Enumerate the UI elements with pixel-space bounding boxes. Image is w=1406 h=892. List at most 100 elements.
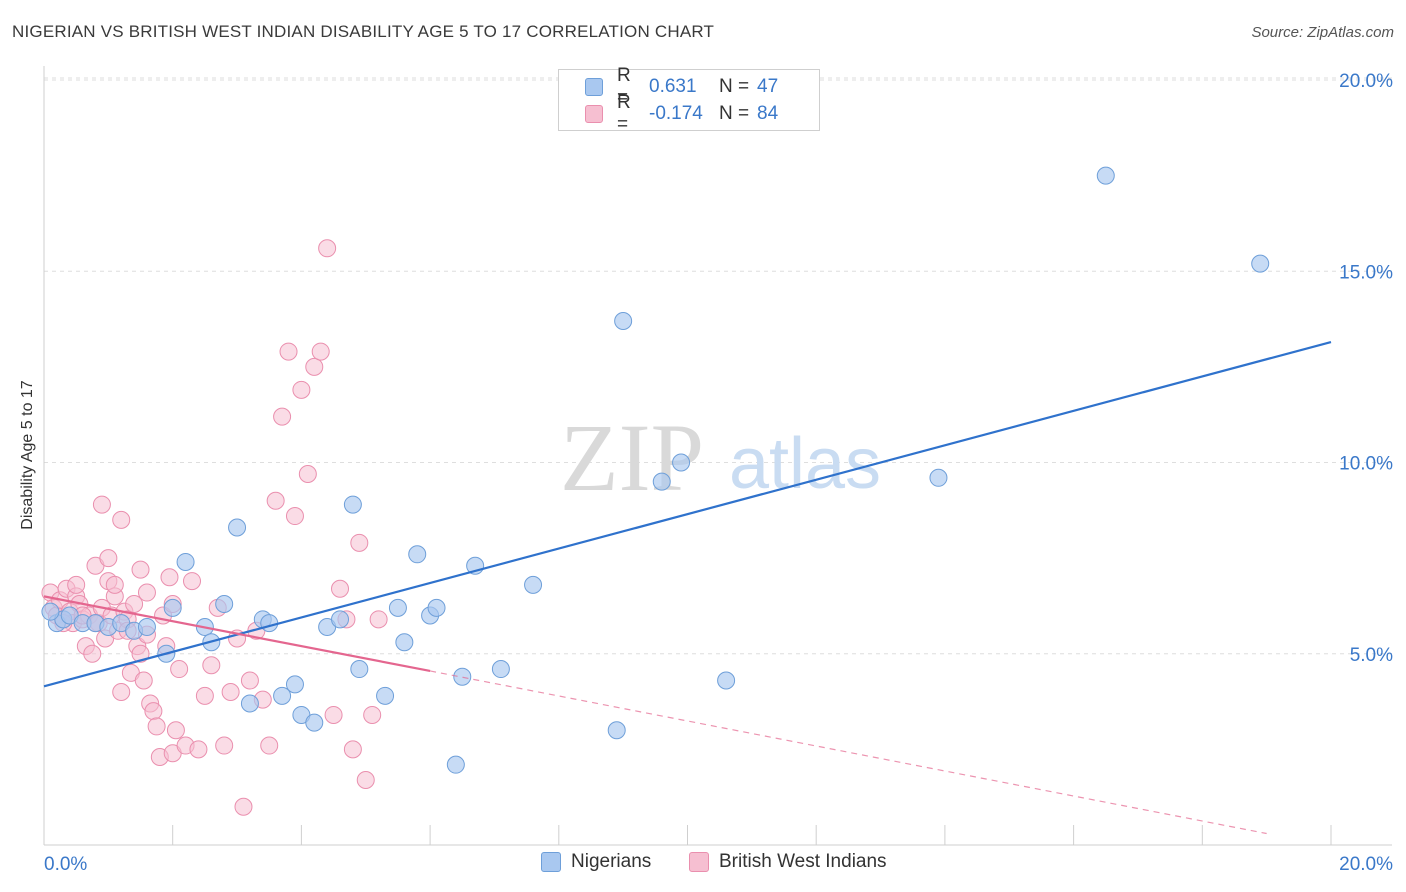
- bwi-point: [318, 239, 337, 258]
- bwi-point: [221, 683, 240, 701]
- bwi-point: [215, 736, 234, 755]
- nigerian-point: [260, 614, 279, 633]
- nigerian-point: [331, 610, 350, 629]
- bwi-point: [240, 671, 259, 690]
- bwi-point: [292, 380, 311, 399]
- legend-n-value: 47: [757, 76, 779, 97]
- nigerian-point: [273, 686, 292, 705]
- bwi-point: [285, 507, 304, 526]
- legend-label-bwi: British West Indians: [719, 851, 887, 872]
- legend-label-nigerians: Nigerians: [571, 851, 652, 872]
- bwi-point: [234, 797, 253, 816]
- bwi-point: [137, 583, 156, 602]
- chart-title: NIGERIAN VS BRITISH WEST INDIAN DISABILI…: [12, 22, 715, 41]
- nigerian-points: [41, 166, 1270, 774]
- legend-r-label: R =: [617, 65, 631, 108]
- bwi-point: [324, 705, 343, 724]
- y-tick-label: 15.0%: [1339, 262, 1393, 283]
- bwi-point: [343, 740, 362, 759]
- watermark-atlas: atlas: [729, 424, 881, 504]
- nigerian-point: [446, 755, 465, 774]
- legend-n-label: N =: [719, 76, 750, 97]
- nigerian-point: [652, 472, 671, 491]
- british-west-indian-points: [41, 239, 388, 816]
- bwi-point: [356, 770, 375, 789]
- bwi-trend-line: [43, 595, 431, 673]
- axes: [43, 66, 1392, 846]
- bwi-point: [202, 656, 221, 675]
- bwi-point: [195, 686, 214, 705]
- bwi-point: [112, 510, 131, 529]
- bwi-point: [260, 736, 279, 755]
- y-tick-label: 20.0%: [1339, 71, 1393, 92]
- nigerian-point: [524, 575, 543, 594]
- nigerian-trend-line: [43, 340, 1332, 688]
- x-tick-label-max: 20.0%: [1339, 854, 1393, 875]
- grid-lines: [44, 77, 1392, 655]
- bwi-point: [170, 660, 189, 679]
- bwi-point: [166, 721, 185, 740]
- nigerian-point: [1251, 254, 1270, 273]
- nigerian-point: [1096, 166, 1115, 185]
- nigerian-point: [240, 694, 259, 713]
- nigerian-point: [176, 552, 195, 571]
- bwi-point: [189, 740, 208, 759]
- nigerian-point: [453, 667, 472, 686]
- bwi-point: [369, 610, 388, 629]
- bwi-point: [83, 644, 102, 663]
- correlation-legend: R = 0.631 N = 47 R = -0.174 N = 84: [558, 65, 820, 135]
- legend-row-bwi: R = -0.174 N = 84: [585, 92, 779, 135]
- legend-item-bwi[interactable]: British West Indians: [689, 851, 887, 873]
- watermark: ZIP atlas: [560, 404, 881, 511]
- bwi-point: [144, 702, 163, 721]
- legend-r-value: 0.631: [649, 76, 697, 97]
- bwi-point: [125, 595, 144, 614]
- nigerian-point: [163, 598, 182, 617]
- bwi-point: [105, 575, 124, 594]
- bwi-point: [273, 407, 292, 426]
- legend-item-nigerians[interactable]: Nigerians: [541, 851, 651, 873]
- nigerian-point: [350, 660, 369, 679]
- trend-lines: [43, 340, 1332, 835]
- nigerian-point: [285, 675, 304, 694]
- x-tick-label-min: 0.0%: [44, 854, 87, 875]
- bwi-point: [311, 342, 330, 361]
- legend-swatch-bwi: [689, 852, 709, 872]
- source-label: Source: ZipAtlas.com: [1251, 24, 1394, 41]
- nigerian-point: [607, 721, 626, 740]
- bwi-point: [147, 717, 166, 736]
- bwi-point: [266, 491, 285, 510]
- bwi-point: [160, 568, 179, 587]
- y-tick-label: 5.0%: [1350, 645, 1393, 666]
- bwi-point: [363, 705, 382, 724]
- legend-swatch-pink: [585, 105, 603, 123]
- bwi-point: [112, 683, 131, 701]
- bwi-point: [350, 533, 369, 552]
- bwi-point: [92, 495, 111, 514]
- nigerian-point: [491, 660, 510, 679]
- bwi-point: [131, 644, 150, 663]
- bwi-point: [134, 671, 153, 690]
- nigerian-point: [614, 311, 633, 330]
- bwi-point: [305, 357, 324, 376]
- nigerian-point: [388, 598, 407, 617]
- nigerian-point: [305, 713, 324, 732]
- legend-swatch-blue: [585, 78, 603, 96]
- bwi-trend-extension: [429, 670, 1267, 835]
- bwi-point: [298, 464, 317, 483]
- bwi-point: [99, 549, 118, 568]
- y-axis-label: Disability Age 5 to 17: [19, 380, 36, 530]
- nigerian-point: [717, 671, 736, 690]
- tick-labels: 5.0% 10.0% 15.0% 20.0% 0.0% 20.0%: [44, 71, 1393, 875]
- legend-n-value: 84: [757, 103, 779, 124]
- nigerian-point: [427, 598, 446, 617]
- nigerian-point: [929, 468, 948, 487]
- nigerian-point: [41, 602, 60, 621]
- nigerian-point: [215, 595, 234, 614]
- bwi-point: [131, 560, 150, 579]
- legend-r-value: -0.174: [649, 103, 703, 124]
- legend-swatch-nigerians: [541, 852, 561, 872]
- nigerian-point: [228, 518, 247, 537]
- legend-row-nigerians: R = 0.631 N = 47: [585, 65, 779, 108]
- bwi-point: [279, 342, 298, 361]
